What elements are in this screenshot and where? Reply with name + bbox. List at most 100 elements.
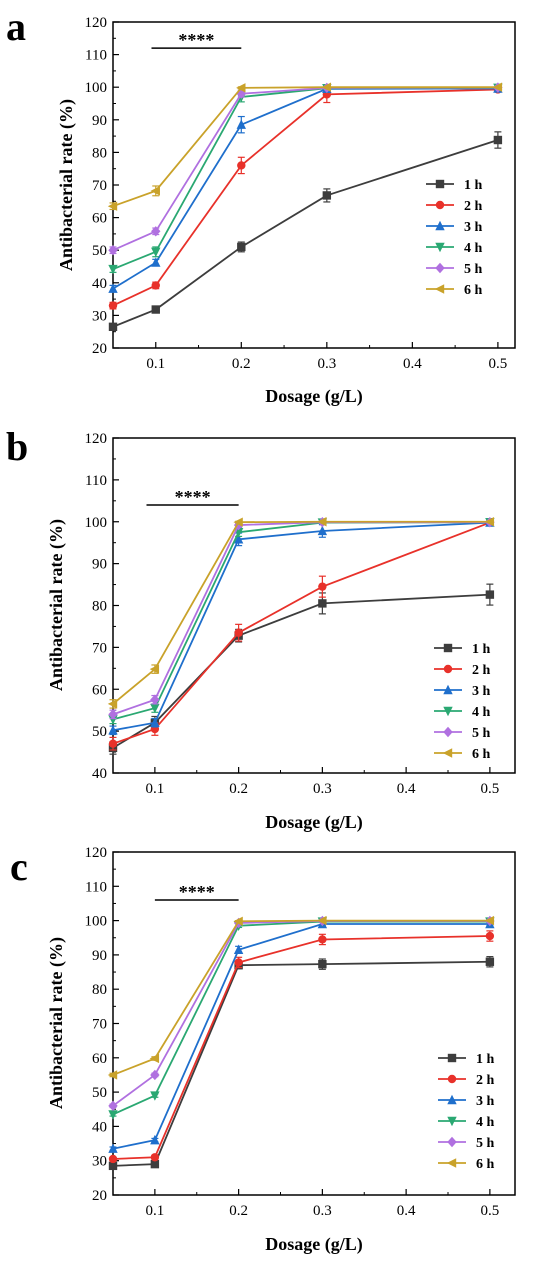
- legend-marker: [443, 643, 453, 653]
- y-tick-label: 90: [92, 557, 107, 573]
- data-point: [485, 957, 495, 966]
- legend-label: 5 h: [476, 1136, 495, 1151]
- series-3h: [108, 517, 495, 736]
- data-point: [150, 694, 160, 705]
- x-tick-label: 0.3: [317, 356, 336, 372]
- y-tick-label: 90: [92, 113, 107, 129]
- x-tick-label: 0.2: [229, 1203, 248, 1219]
- data-point: [233, 916, 243, 926]
- y-tick-label: 50: [92, 1085, 107, 1101]
- legend-label: 6 h: [464, 283, 483, 298]
- series-4h: [108, 917, 495, 1120]
- y-tick-label: 100: [85, 80, 108, 96]
- y-axis-title: Antibacterial rate (%): [46, 519, 67, 691]
- x-tick-label: 0.3: [313, 781, 332, 797]
- data-point: [236, 83, 246, 93]
- y-tick-label: 120: [85, 15, 108, 31]
- series-line: [112, 923, 490, 1150]
- x-axis-title: Dosage (g/L): [265, 812, 363, 833]
- y-tick-label: 70: [92, 178, 107, 194]
- chart-panel-b: b 40 50 60 70 80 90 100 110 120 0.1 0.2 0.3 0.4 0.5 Dos…: [6, 424, 516, 833]
- x-tick-label: 0.4: [397, 781, 416, 797]
- y-tick-label: 40: [92, 276, 107, 292]
- series-6h: [107, 82, 503, 211]
- x-tick-label: 0.2: [229, 781, 248, 797]
- series-line: [112, 521, 490, 732]
- data-point: [236, 119, 246, 129]
- legend-marker: [435, 179, 445, 189]
- data-point: [108, 264, 118, 275]
- data-point: [151, 247, 161, 258]
- x-tick-label: 0.1: [146, 781, 165, 797]
- x-axis-title: Dosage (g/L): [265, 1234, 363, 1255]
- series-1h: [108, 956, 495, 1171]
- data-point: [151, 257, 161, 267]
- data-point: [234, 958, 243, 967]
- data-point: [149, 1053, 160, 1064]
- chart-panel-c: c 20 30 40 50 60 70 80 90 100 110 120 0.1 0.2 0.3 0.4 0.…: [10, 844, 516, 1255]
- legend-label: 1 h: [476, 1052, 495, 1067]
- data-point: [233, 517, 243, 527]
- series-line: [112, 920, 490, 1116]
- series-line: [112, 86, 498, 208]
- series-2h: [108, 518, 495, 751]
- data-point: [107, 1070, 118, 1080]
- data-point: [108, 1100, 118, 1112]
- y-tick-label: 120: [85, 845, 108, 861]
- series-4h: [108, 517, 495, 725]
- legend-marker: [447, 1053, 457, 1063]
- data-point: [151, 226, 161, 237]
- legend-marker: [443, 726, 453, 738]
- y-tick-label: 70: [92, 1017, 107, 1033]
- data-point: [318, 599, 327, 608]
- data-point: [234, 628, 243, 637]
- series-2h: [108, 930, 495, 1164]
- legend-label: 2 h: [476, 1073, 495, 1088]
- y-tick-label: 40: [92, 766, 107, 782]
- series-line: [112, 919, 490, 1076]
- data-point: [151, 281, 160, 290]
- data-point: [318, 935, 327, 944]
- y-tick-label: 80: [92, 599, 107, 615]
- legend-marker: [447, 1074, 457, 1084]
- y-tick-label: 80: [92, 982, 107, 998]
- data-point: [493, 135, 503, 145]
- legend-marker: [443, 706, 453, 717]
- data-point: [317, 525, 328, 536]
- panel-letter: b: [6, 424, 28, 469]
- data-point: [150, 1134, 160, 1145]
- legend: 1 h 2 h 3 h 4 h 5 h 6 h: [434, 642, 491, 762]
- data-point: [150, 1153, 160, 1162]
- series-line: [112, 87, 498, 290]
- data-point: [150, 703, 160, 714]
- data-point: [150, 186, 160, 196]
- y-tick-label: 20: [92, 341, 107, 357]
- y-tick-label: 70: [92, 640, 107, 656]
- panel-letter: a: [6, 4, 26, 49]
- x-tick-label: 0.4: [397, 1203, 416, 1219]
- series-1h: [108, 131, 503, 332]
- data-point: [108, 301, 118, 310]
- data-point: [108, 1154, 118, 1164]
- data-point: [108, 283, 118, 293]
- series-6h: [107, 915, 495, 1080]
- y-tick-label: 120: [85, 431, 108, 447]
- legend-marker: [446, 1158, 457, 1168]
- y-tick-label: 30: [92, 308, 107, 324]
- data-point: [492, 82, 503, 92]
- legend-marker: [435, 220, 445, 231]
- y-tick-label: 60: [92, 1051, 107, 1067]
- y-axis-title: Antibacterial rate (%): [56, 99, 77, 271]
- data-point: [108, 245, 118, 256]
- legend-label: 6 h: [476, 1157, 495, 1172]
- data-point: [108, 1161, 118, 1171]
- legend-label: 1 h: [464, 178, 483, 193]
- legend-label: 3 h: [464, 220, 483, 235]
- data-point: [322, 191, 332, 200]
- series-line: [112, 88, 498, 307]
- y-tick-label: 110: [85, 48, 107, 64]
- y-tick-label: 90: [92, 948, 107, 964]
- legend-marker: [442, 748, 453, 758]
- legend-marker: [447, 1136, 457, 1148]
- data-point: [150, 1069, 160, 1081]
